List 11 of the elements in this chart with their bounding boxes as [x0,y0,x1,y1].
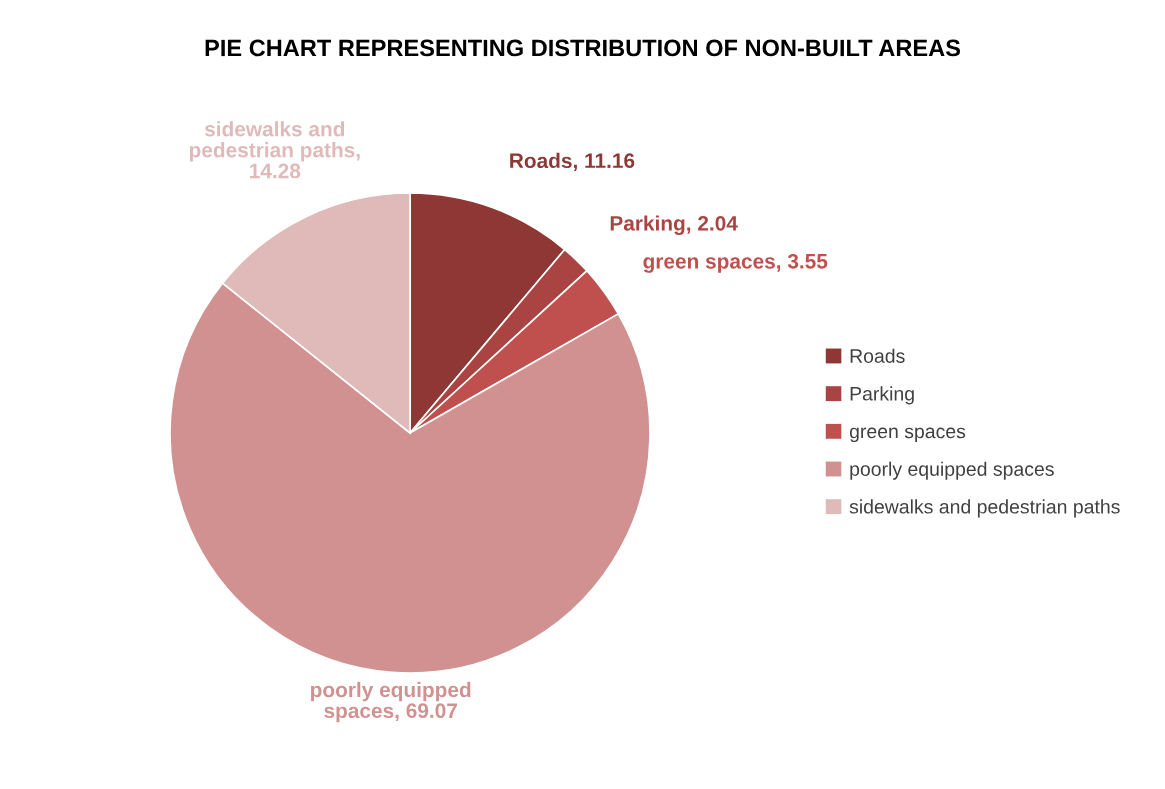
data-label: Parking, 2.04 [610,215,738,235]
legend-label: Parking [850,386,914,405]
legend-label: sidewalks and pedestrian paths [849,499,1120,518]
chart-title: PIE CHART REPRESENTING DISTRIBUTION OF NON-BUILT AREAS [205,39,961,57]
data-label: Roads, 11.16 [510,152,635,172]
data-label: poorly equipped spaces, 69.07 [311,681,471,723]
legend-label: green spaces [849,427,966,443]
legend-label: poorly equipped spaces [850,461,1054,480]
legend-label: Roads [850,348,905,363]
data-label: green spaces, 3.55 [643,253,828,273]
data-label: sidewalks and pedestrian paths, 14.28 [189,121,360,179]
